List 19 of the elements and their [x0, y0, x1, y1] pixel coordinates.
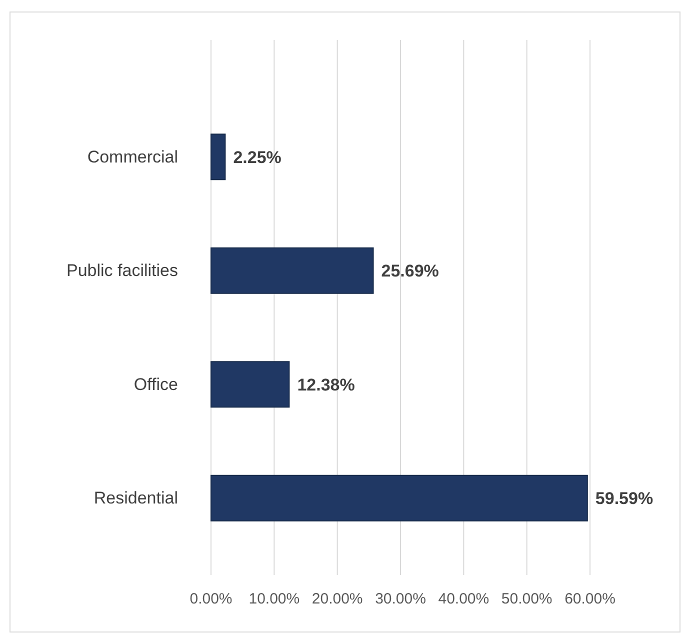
x-tick-label: 30.00% [375, 590, 426, 608]
x-tick-label: 60.00% [564, 590, 616, 608]
y-tick-label: Office [134, 374, 178, 394]
x-tick-label: 10.00% [248, 590, 300, 608]
bar [210, 247, 374, 294]
data-label: 59.59% [595, 489, 654, 508]
y-tick-label: Public facilities [66, 261, 178, 280]
x-tick-label: 0.00% [190, 590, 232, 608]
data-label: 25.69% [381, 262, 439, 281]
x-tick-label: 40.00% [438, 590, 490, 608]
data-label: 12.38% [297, 375, 355, 394]
bar [210, 134, 226, 180]
bar [210, 361, 290, 408]
y-tick-label: Commercial [87, 147, 178, 166]
x-tick-label: 50.00% [501, 590, 552, 608]
y-tick-label: Residential [94, 488, 178, 508]
x-tick-label: 20.00% [312, 590, 363, 608]
bar [210, 474, 588, 522]
data-label: 2.25% [233, 148, 282, 167]
